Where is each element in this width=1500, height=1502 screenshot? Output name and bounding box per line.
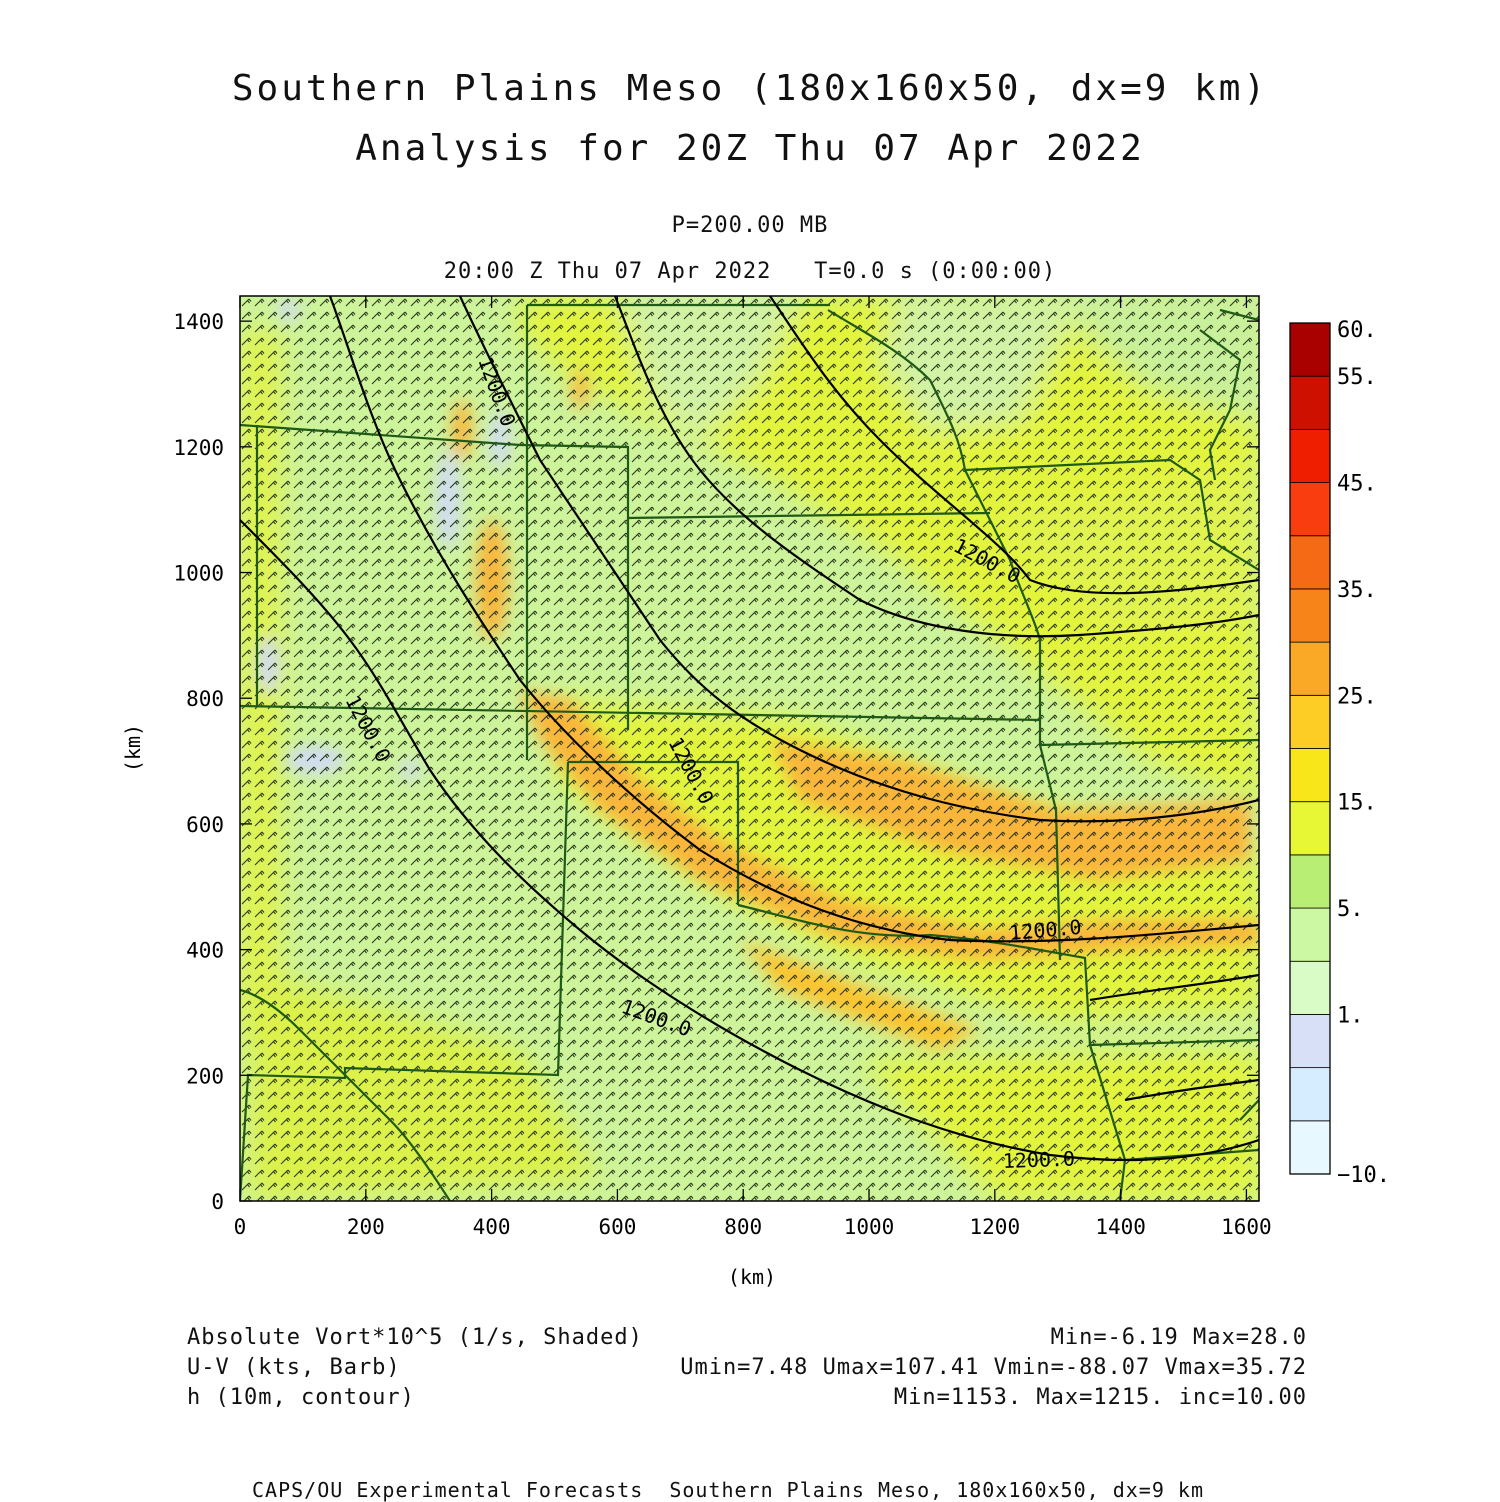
colorbar-label: 45. bbox=[1337, 472, 1377, 497]
colorbar-swatch bbox=[1289, 1120, 1331, 1175]
colorbar-swatch bbox=[1289, 641, 1331, 696]
colorbar-swatch bbox=[1289, 854, 1331, 909]
contour-label: 1200.0 bbox=[1002, 1146, 1075, 1173]
x-tick-label: 800 bbox=[724, 1215, 762, 1239]
x-tick-label: 1000 bbox=[844, 1215, 895, 1239]
field-stats-2: Umin=7.48 Umax=107.41 Vmin=-88.07 Vmax=3… bbox=[680, 1355, 1307, 1380]
colorbar-label: 25. bbox=[1337, 684, 1377, 709]
plot-frame bbox=[239, 295, 1260, 1202]
x-tick-label: 0 bbox=[234, 1215, 247, 1239]
x-tick-label: 400 bbox=[473, 1215, 511, 1239]
x-tick-label: 1200 bbox=[970, 1215, 1021, 1239]
colorbar-label: 15. bbox=[1337, 791, 1377, 816]
colorbar-label: 35. bbox=[1337, 578, 1377, 603]
y-tick-label: 0 bbox=[211, 1190, 224, 1214]
x-tick-label: 200 bbox=[347, 1215, 385, 1239]
state-boundaries bbox=[240, 303, 1259, 1201]
colorbar-swatch bbox=[1289, 322, 1331, 377]
vorticity-field bbox=[240, 296, 1259, 1201]
colorbar-swatch bbox=[1289, 1067, 1331, 1122]
field-stats-3: Min=1153. Max=1215. inc=10.00 bbox=[893, 1385, 1307, 1410]
y-tick-label: 200 bbox=[186, 1064, 224, 1088]
x-tick-label: 600 bbox=[598, 1215, 636, 1239]
y-tick-label: 800 bbox=[186, 687, 224, 711]
colorbar-label: 60. bbox=[1337, 318, 1377, 343]
colorbar: 60. 55. 45. 35. 25. 15. 5. 1. −10. bbox=[1289, 318, 1390, 1188]
colorbar-label: 5. bbox=[1337, 897, 1364, 922]
colorbar-label: 1. bbox=[1337, 1003, 1364, 1028]
height-contours bbox=[240, 296, 1259, 1162]
title-line-1: Southern Plains Meso (180x160x50, dx=9 k… bbox=[231, 68, 1269, 109]
colorbar-swatch bbox=[1289, 1014, 1331, 1069]
y-axis: 0 200 400 600 800 1000 1200 1400 bbox=[173, 310, 1259, 1214]
colorbar-swatch bbox=[1289, 588, 1331, 643]
valid-time: 20:00 Z Thu 07 Apr 2022 T=0.0 s (0:00:00… bbox=[443, 259, 1057, 284]
x-tick-label: 1400 bbox=[1095, 1215, 1146, 1239]
y-axis-label: (km) bbox=[121, 724, 145, 772]
x-tick-label: 1600 bbox=[1221, 1215, 1272, 1239]
field-legend-1: Absolute Vort*10^5 (1/s, Shaded) bbox=[187, 1325, 643, 1350]
x-axis-label: (km) bbox=[728, 1265, 776, 1289]
colorbar-swatch bbox=[1289, 535, 1331, 590]
y-tick-label: 1200 bbox=[173, 436, 224, 460]
colorbar-swatch bbox=[1289, 907, 1331, 962]
footer-credit: CAPS/OU Experimental Forecasts Southern … bbox=[252, 1478, 1204, 1502]
field-legend-3: h (10m, contour) bbox=[187, 1385, 415, 1410]
title-line-2: Analysis for 20Z Thu 07 Apr 2022 bbox=[355, 128, 1145, 169]
colorbar-swatch bbox=[1289, 960, 1331, 1015]
colorbar-swatch bbox=[1289, 801, 1331, 856]
colorbar-swatch bbox=[1289, 748, 1331, 803]
y-tick-label: 1000 bbox=[173, 562, 224, 586]
y-tick-label: 1400 bbox=[173, 310, 224, 334]
colorbar-swatch bbox=[1289, 694, 1331, 749]
y-tick-label: 400 bbox=[186, 939, 224, 963]
colorbar-swatch bbox=[1289, 375, 1331, 430]
x-axis: 0 200 400 600 800 1000 1200 1400 1600 bbox=[234, 296, 1272, 1239]
field-stats-1: Min=-6.19 Max=28.0 bbox=[1050, 1325, 1307, 1350]
colorbar-frame bbox=[1289, 322, 1331, 1175]
colorbar-label: 55. bbox=[1337, 365, 1377, 390]
colorbar-label: −10. bbox=[1337, 1163, 1390, 1188]
field-legend-2: U-V (kts, Barb) bbox=[187, 1355, 401, 1380]
colorbar-swatch bbox=[1289, 428, 1331, 483]
pressure-level: P=200.00 MB bbox=[671, 213, 829, 238]
y-tick-label: 600 bbox=[186, 813, 224, 837]
colorbar-swatch bbox=[1289, 482, 1331, 537]
